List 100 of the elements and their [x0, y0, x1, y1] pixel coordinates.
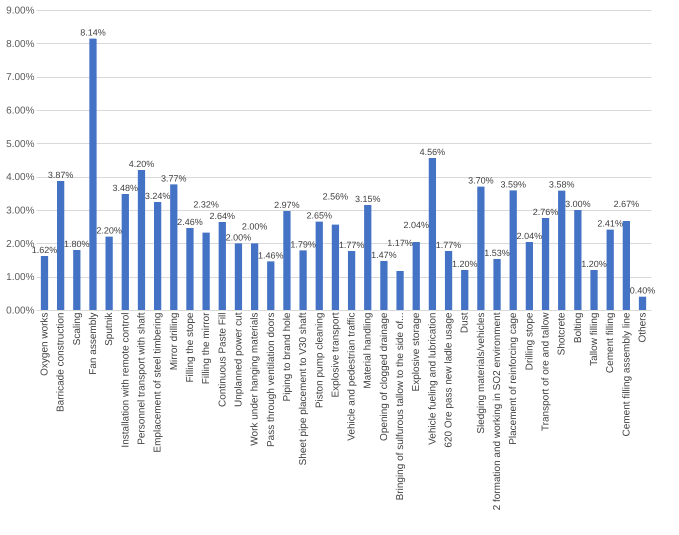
x-tick-label: Vehicle and pedestrian traffic	[346, 312, 358, 441]
x-tick-label: Continuous Paste Fill	[217, 312, 228, 407]
x-tick-label: Work under hanging materials	[250, 312, 261, 446]
data-label: 4.20%	[128, 159, 154, 169]
bar	[122, 194, 129, 310]
x-tick-label: 620 Ore pass new ladle usage	[444, 312, 455, 448]
x-tick-label: Mirror drilling	[168, 312, 180, 370]
x-tick-label: Pass through ventilation doors	[266, 312, 277, 448]
data-label: 3.00%	[565, 199, 591, 209]
x-tick-label: Cement filling assembly line	[621, 312, 632, 436]
data-label: 4.56%	[420, 147, 446, 157]
bar	[606, 230, 614, 310]
bar	[348, 251, 356, 310]
x-tick-label: Placement of reinforcing cage	[508, 312, 520, 445]
x-tick-label: Dust	[460, 312, 471, 334]
bar	[332, 224, 340, 310]
x-tick-label: Fan assembly	[88, 312, 99, 375]
bar	[444, 251, 452, 310]
data-label: 1.20%	[452, 259, 478, 269]
y-tick-label: 0.00%	[6, 306, 35, 316]
y-tick-label: 9.00%	[6, 6, 35, 16]
bar	[250, 243, 258, 310]
x-tick-label: Installation with remote control	[120, 312, 132, 448]
bar	[364, 205, 372, 310]
y-tick-label: 1.00%	[6, 272, 35, 284]
bar	[57, 181, 64, 310]
bar	[267, 261, 274, 310]
x-tick-label: Cement filling	[605, 312, 616, 374]
bar	[574, 210, 582, 310]
bar	[234, 243, 242, 310]
data-label: 2.46%	[177, 217, 203, 227]
bar	[106, 236, 113, 310]
bar	[412, 242, 420, 310]
x-tick-label: Barricade construction	[56, 312, 67, 412]
x-tick-label: Personnel transport with shaft	[136, 312, 148, 445]
bar	[138, 170, 146, 310]
x-tick-label: Filling the mirror	[201, 312, 212, 384]
x-tick-label: Bringing of sulfurous tallow to the side of...	[395, 312, 406, 500]
x-tick-label: Sledging materials/vehicles	[476, 312, 487, 434]
data-label: 1.77%	[436, 240, 462, 250]
bar	[299, 250, 307, 310]
y-tick-label: 3.00%	[6, 206, 35, 216]
x-tick-label: Oxygen works	[39, 312, 50, 376]
bar	[510, 190, 517, 310]
bar	[428, 158, 436, 310]
data-label: 1.79%	[290, 239, 316, 250]
bar	[89, 38, 97, 310]
x-tick-label: Shotcrete	[556, 312, 568, 356]
x-tick-label: Transport of ore and tallow	[540, 312, 552, 432]
bar	[477, 186, 485, 310]
x-tick-label: Opening of clogged drainage	[378, 312, 390, 441]
x-tick-label: Vehicle fueling and lubrication	[427, 312, 438, 445]
bar	[218, 222, 226, 310]
x-tick-label: Filling the stope	[184, 312, 196, 383]
data-label: 1.77%	[338, 240, 364, 250]
data-label: 3.59%	[500, 179, 526, 190]
data-label: 3.15%	[354, 194, 381, 204]
bar	[40, 256, 48, 310]
bar	[638, 296, 646, 310]
data-label: 3.24%	[144, 191, 170, 201]
x-tick-label: Others	[638, 312, 649, 343]
data-label: 1.80%	[64, 239, 90, 249]
x-tick-label: Piston pump cleaning	[314, 312, 326, 408]
data-label: 2.00%	[226, 232, 252, 242]
x-tick-label: Scaling	[72, 312, 83, 346]
x-tick-label: Sheet pipe placement to V30 shaft	[298, 312, 310, 466]
bar	[622, 221, 630, 310]
data-label: 1.47%	[371, 250, 397, 260]
y-tick-label: 5.00%	[6, 138, 35, 150]
bar	[542, 218, 550, 310]
bar	[380, 261, 388, 310]
data-label: 2.76%	[532, 207, 558, 217]
data-label: 3.58%	[548, 180, 574, 190]
data-label: 2.97%	[274, 200, 300, 210]
bar	[283, 211, 291, 310]
x-tick-label: Material handling	[362, 312, 374, 389]
data-label: 1.53%	[484, 248, 510, 258]
y-tick-label: 4.00%	[6, 172, 35, 184]
bar	[154, 202, 162, 310]
y-tick-label: 8.00%	[6, 38, 35, 50]
bar	[202, 232, 210, 310]
x-tick-label: Piping to brand hole	[282, 312, 293, 402]
bar	[590, 270, 598, 310]
data-label: 2.00%	[242, 221, 268, 232]
x-tick-label: Explosive transport	[330, 312, 342, 398]
bar	[461, 270, 468, 310]
x-tick-label: Drilling stope	[524, 312, 536, 370]
data-label: 8.14%	[80, 28, 106, 38]
bar	[493, 259, 501, 310]
data-label: 2.64%	[210, 211, 236, 221]
data-label: 2.04%	[516, 231, 542, 241]
x-tick-label: Unplanned power cut	[233, 312, 244, 408]
bar	[396, 271, 404, 310]
data-label: 2.65%	[306, 210, 332, 221]
bar	[316, 222, 323, 310]
x-tick-label: Sputnik	[104, 312, 116, 346]
x-tick-label: Tallow filling	[589, 312, 600, 366]
data-label: 3.48%	[112, 183, 138, 193]
data-label: 2.20%	[96, 226, 122, 236]
y-tick-label: 6.00%	[6, 106, 35, 116]
